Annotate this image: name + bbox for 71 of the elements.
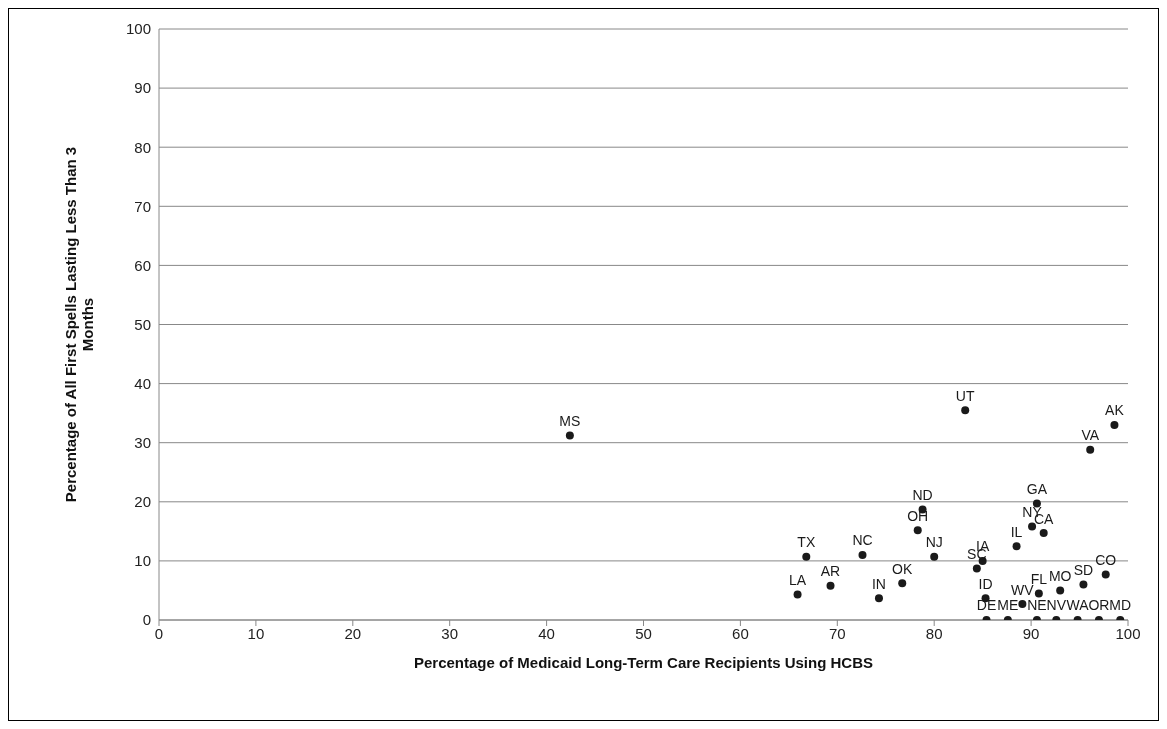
data-label: WV <box>1011 581 1035 598</box>
x-axis-title: Percentage of Medicaid Long-Term Care Recipients Using HCBS <box>414 654 873 671</box>
data-label: CO <box>1095 551 1117 568</box>
data-label: LA <box>789 572 807 589</box>
data-label: NJ <box>925 534 943 551</box>
x-tick-label: 20 <box>344 624 362 642</box>
point <box>913 526 922 535</box>
data-label: ND <box>912 486 933 503</box>
data-label: NV <box>1046 597 1067 614</box>
data-label: ID <box>978 575 993 592</box>
point <box>1086 445 1095 454</box>
point <box>1018 600 1027 609</box>
x-tick-label: 10 <box>247 624 265 642</box>
y-tick-label: 10 <box>134 552 151 570</box>
y-tick-label: 60 <box>134 256 151 274</box>
data-label: VA <box>1081 427 1100 444</box>
data-label: UT <box>955 387 975 404</box>
data-label: ME <box>997 597 1019 614</box>
y-tick-label: 0 <box>142 611 151 629</box>
x-tick-label: 40 <box>538 624 555 642</box>
data-label: IL <box>1010 523 1023 540</box>
data-label: SD <box>1073 562 1094 579</box>
x-tick-label: 0 <box>154 624 164 642</box>
point <box>1079 580 1088 589</box>
y-tick-label: 100 <box>125 20 151 38</box>
point <box>1056 586 1065 595</box>
data-label: DE <box>976 597 997 614</box>
data-label: AK <box>1105 402 1125 419</box>
point <box>898 579 907 588</box>
data-label: OK <box>892 560 913 577</box>
y-tick-label: 90 <box>134 79 151 97</box>
x-tick-label: 60 <box>732 624 749 642</box>
x-tick-label: 80 <box>925 624 943 642</box>
point <box>1028 522 1037 531</box>
x-tick-label: 100 <box>1115 624 1141 642</box>
point <box>565 431 574 440</box>
data-label: TX <box>797 534 816 551</box>
data-label: OH <box>907 507 929 524</box>
data-label: NC <box>852 532 873 549</box>
point <box>802 552 811 561</box>
point <box>1012 542 1021 551</box>
data-label: MO <box>1048 567 1072 584</box>
point <box>1034 589 1043 598</box>
data-label: NE <box>1027 597 1047 614</box>
point <box>1110 420 1119 429</box>
y-tick-label: 70 <box>134 197 151 215</box>
point <box>858 550 867 559</box>
x-tick-label: 90 <box>1022 624 1040 642</box>
x-tick-label: 50 <box>635 624 652 642</box>
data-label: OR <box>1088 597 1110 614</box>
y-tick-label: 20 <box>134 493 151 511</box>
y-tick-label: 30 <box>134 434 151 452</box>
data-label: GA <box>1026 481 1048 498</box>
data-label: AR <box>820 563 841 580</box>
point <box>874 594 883 603</box>
y-tick-label: 40 <box>134 374 151 392</box>
point <box>961 406 970 415</box>
data-label: MD <box>1109 597 1132 614</box>
y-tick-label: 50 <box>134 315 151 333</box>
y-axis-title: Percentage of All First Spells Lasting Less Than 3 Months <box>62 146 96 503</box>
point <box>930 552 939 561</box>
y-tick-label: 80 <box>134 138 151 156</box>
point <box>972 564 981 573</box>
x-tick-label: 30 <box>441 624 459 642</box>
data-label: IN <box>871 575 886 592</box>
point <box>1039 529 1048 538</box>
x-tick-label: 70 <box>828 624 846 642</box>
data-label: MS <box>559 413 581 430</box>
point <box>826 581 835 590</box>
point <box>793 590 802 599</box>
point <box>1101 570 1110 579</box>
